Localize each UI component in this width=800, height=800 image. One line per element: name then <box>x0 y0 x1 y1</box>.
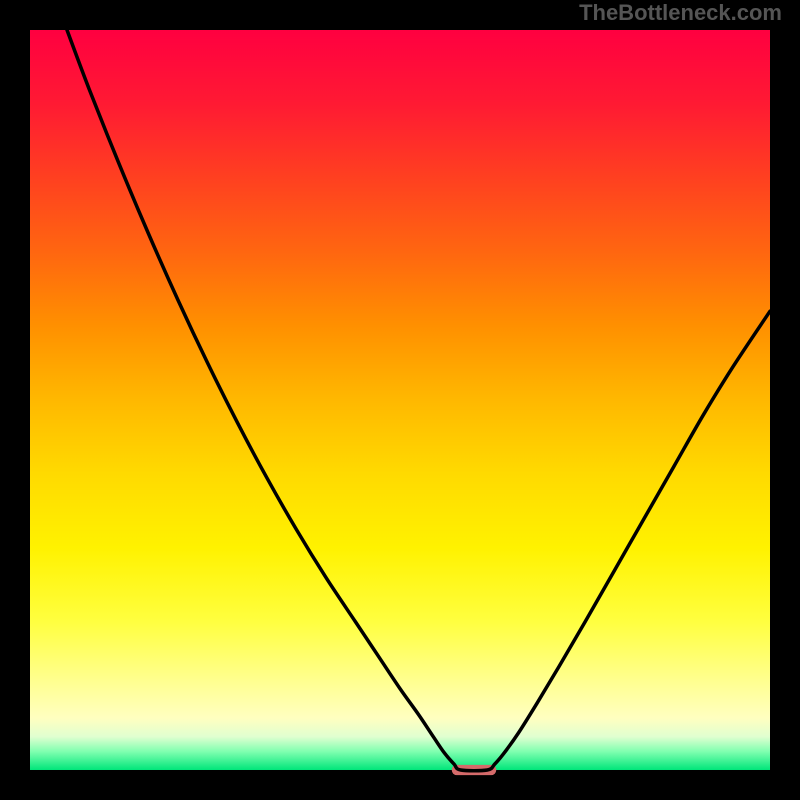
bottleneck-curve-chart <box>0 0 800 800</box>
watermark-text: TheBottleneck.com <box>579 0 782 26</box>
chart-container: { "watermark": { "text": "TheBottleneck.… <box>0 0 800 800</box>
plot-background <box>30 30 770 770</box>
